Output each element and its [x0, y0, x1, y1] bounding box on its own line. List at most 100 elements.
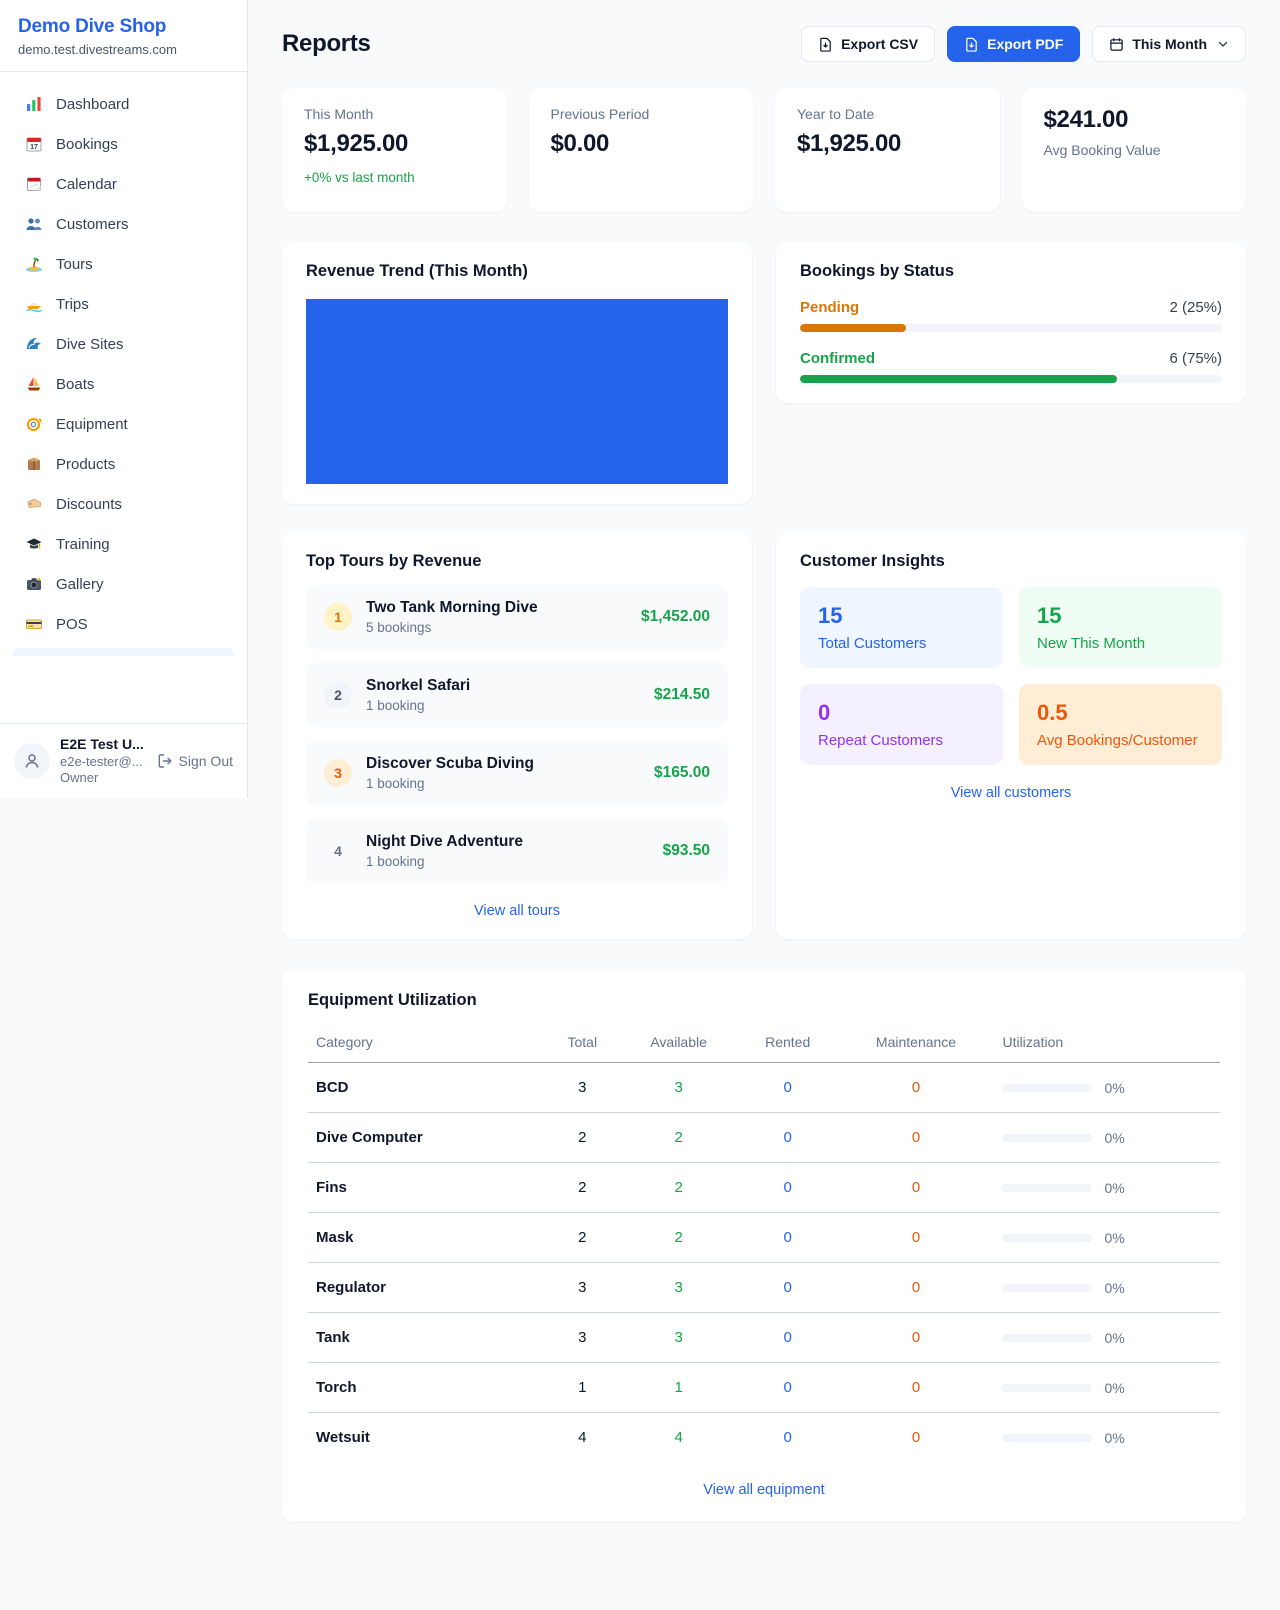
export-csv-button[interactable]: Export CSV — [801, 26, 936, 62]
person-icon — [25, 754, 39, 768]
view-all-customers-link[interactable]: View all customers — [950, 785, 1072, 801]
sidebar-item-products[interactable]: Products — [12, 444, 235, 484]
cell-category: Fins — [308, 1162, 546, 1213]
stat-card-avg-booking-value: $241.00 Avg Booking Value — [1021, 88, 1246, 212]
sidebar-item-label: Gallery — [56, 575, 104, 593]
stats-row: This Month $1,925.00 +0% vs last month P… — [282, 88, 1246, 212]
table-row: Dive Computer 2 2 0 0 0% — [308, 1112, 1220, 1163]
sidebar-item-boats[interactable]: Boats — [12, 364, 235, 404]
island-icon — [24, 254, 44, 274]
customer-insights-card: Customer Insights 15 Total Customers 15 … — [776, 532, 1246, 939]
sidebar-item-discounts[interactable]: Discounts — [12, 484, 235, 524]
cell-category: Tank — [308, 1312, 546, 1363]
sidebar-item-label: Training — [56, 535, 110, 553]
stat-card-this-month: This Month $1,925.00 +0% vs last month — [282, 88, 507, 212]
cell-category: Wetsuit — [316, 1429, 370, 1446]
cell-maintenance: 0 — [837, 1362, 995, 1413]
calendar-icon — [1110, 37, 1124, 51]
utilization-cell: 0% — [1002, 1180, 1212, 1196]
sidebar-item-calendar[interactable]: Calendar — [12, 164, 235, 204]
user-role: Owner — [60, 769, 99, 785]
speedboat-icon — [24, 294, 44, 314]
sidebar-item-tours[interactable]: Tours — [12, 244, 235, 284]
stat-label: This Month — [304, 106, 374, 122]
user-name: E2E Test U... — [60, 736, 144, 752]
shop-domain: demo.test.divestreams.com — [18, 42, 177, 57]
logout-icon — [158, 754, 172, 768]
insight-label: New This Month — [1037, 635, 1146, 652]
cell-rented: 0 — [783, 1429, 792, 1446]
sidebar-item-training[interactable]: Training — [12, 524, 235, 564]
sidebar-item-dashboard[interactable]: Dashboard — [12, 84, 235, 124]
table-row: Tank 3 3 0 0 0% — [308, 1312, 1220, 1363]
column-header-category: Category — [308, 1022, 546, 1063]
tour-bookings: 1 booking — [366, 776, 425, 791]
cell-rented: 0 — [737, 1262, 838, 1313]
sidebar-item-customers[interactable]: Customers — [12, 204, 235, 244]
revenue-trend-chart — [306, 299, 728, 484]
insight-value: 0.5 — [1037, 700, 1068, 725]
column-header-utilization: Utilization — [994, 1022, 1220, 1063]
sidebar-item-equipment[interactable]: Equipment — [12, 404, 235, 444]
cell-total: 3 — [545, 1262, 620, 1313]
period-selector[interactable]: This Month — [1092, 26, 1246, 62]
top-tours-title: Top Tours by Revenue — [306, 552, 482, 570]
sidebar-item-dive-sites[interactable]: Dive Sites — [12, 324, 235, 364]
status-value: 2 (25%) — [1169, 299, 1222, 316]
sidebar-item-label: Boats — [56, 375, 95, 393]
tour-row: 3 Discover Scuba Diving 1 booking $165.0… — [306, 741, 728, 805]
user-footer: E2E Test U... e2e-tester@... Owner Sign … — [0, 723, 247, 798]
sidebar-item-label: Products — [56, 455, 116, 473]
cell-category: Torch — [308, 1362, 546, 1413]
file-download-icon — [966, 37, 977, 52]
insight-value: 15 — [818, 603, 843, 628]
sidebar-item-bookings[interactable]: 17 Bookings — [12, 124, 235, 164]
export-pdf-button[interactable]: Export PDF — [947, 26, 1081, 62]
status-label: Confirmed — [800, 350, 875, 367]
cell-maintenance: 0 — [837, 1062, 995, 1113]
stat-card-previous-period: Previous Period $0.00 — [528, 88, 753, 212]
status-label: Pending — [800, 299, 860, 316]
insight-tile-repeat-customers: 0 Repeat Customers — [800, 684, 1003, 765]
shop-header: Demo Dive Shop demo.test.divestreams.com — [0, 0, 247, 72]
second-row: Top Tours by Revenue 1 Two Tank Morning … — [282, 532, 1246, 939]
utilization-cell: 0% — [1002, 1380, 1212, 1396]
stat-label: Avg Booking Value — [1043, 142, 1161, 158]
tour-bookings: 5 bookings — [366, 620, 432, 635]
main-header: Reports Export CSV Export PDF This Month — [282, 26, 1246, 62]
cell-rented: 0 — [737, 1162, 838, 1213]
utilization-cell: 0% — [1002, 1280, 1212, 1296]
cell-rented: 0 — [737, 1062, 838, 1113]
equipment-utilization-title: Equipment Utilization — [308, 991, 477, 1009]
column-header-available: Available — [619, 1022, 738, 1063]
view-all-equipment-link[interactable]: View all equipment — [703, 1482, 825, 1498]
cell-total: 4 — [578, 1429, 587, 1446]
cell-maintenance: 0 — [837, 1162, 995, 1213]
table-row: Wetsuit 4 4 0 0 0% — [308, 1413, 1220, 1463]
sidebar-item-label: Bookings — [56, 135, 118, 153]
people-icon — [24, 214, 44, 234]
sidebar-item-label: POS — [56, 615, 88, 633]
progress-fill — [800, 375, 1117, 383]
sidebar-item-pos[interactable]: POS — [12, 604, 235, 644]
cell-category: Mask — [308, 1212, 546, 1263]
view-all-tours-link[interactable]: View all tours — [474, 903, 560, 919]
sidebar-item-gallery[interactable]: Gallery — [12, 564, 235, 604]
cell-maintenance: 0 — [911, 1429, 921, 1446]
top-tours-card: Top Tours by Revenue 1 Two Tank Morning … — [282, 532, 752, 939]
table-row: Fins 2 2 0 0 0% — [308, 1162, 1220, 1213]
cell-total: 2 — [545, 1112, 620, 1163]
utilization-cell: 0% — [1002, 1080, 1212, 1096]
cell-category: Regulator — [308, 1262, 546, 1313]
shop-name: Demo Dive Shop — [18, 16, 167, 37]
sign-out-button[interactable]: Sign Out — [157, 753, 233, 769]
utilization-cell: 0% — [1002, 1330, 1212, 1346]
status-row-confirmed: Confirmed 6 (75%) — [800, 350, 1222, 383]
table-row: Mask 2 2 0 0 0% — [308, 1212, 1220, 1263]
sidebar-item-trips[interactable]: Trips — [12, 284, 235, 324]
insight-value: 15 — [1037, 603, 1062, 628]
column-header-total: Total — [545, 1022, 620, 1063]
cell-maintenance: 0 — [837, 1262, 995, 1313]
user-email: e2e-tester@... — [60, 753, 143, 769]
